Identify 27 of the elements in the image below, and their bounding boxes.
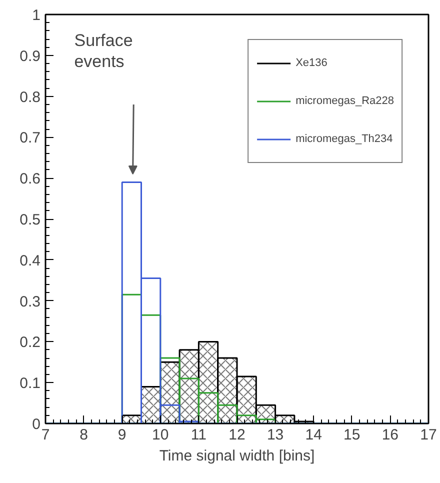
x-tick-label: 16 [382,426,399,444]
x-axis-title: Time signal width [bins] [159,448,315,464]
y-tick-label: 0.2 [20,334,41,352]
y-tick-label: 0.6 [20,170,41,188]
x-tick-label: 10 [152,426,169,444]
legend-label: Xe136 [296,57,328,69]
legend-label: micromegas_Ra228 [296,95,394,107]
y-tick-label: 0.1 [20,375,41,392]
annotation: Surface events [74,30,133,71]
x-tick-label: 8 [80,426,88,444]
legend-label: micromegas_Th234 [296,133,393,145]
y-tick-label: 0.3 [20,293,41,310]
x-tick-label: 9 [118,426,126,444]
y-tick-label: 1 [32,7,40,24]
x-tick-label: 13 [266,426,284,444]
y-tick-label: 0.4 [20,252,41,270]
x-tick-label: 12 [228,426,246,444]
x-tick-label: 15 [344,426,360,444]
y-tick-label: 0 [32,416,40,433]
x-tick-label: 11 [190,426,206,444]
y-tick-label: 0.9 [20,48,41,65]
x-tick-label: 7 [41,426,50,444]
x-tick-label: 14 [305,426,322,444]
y-tick-label: 0.5 [20,212,41,228]
x-tick-label: 17 [420,426,437,444]
y-tick-label: 0.8 [20,88,41,106]
y-tick-label: 0.7 [20,130,41,147]
